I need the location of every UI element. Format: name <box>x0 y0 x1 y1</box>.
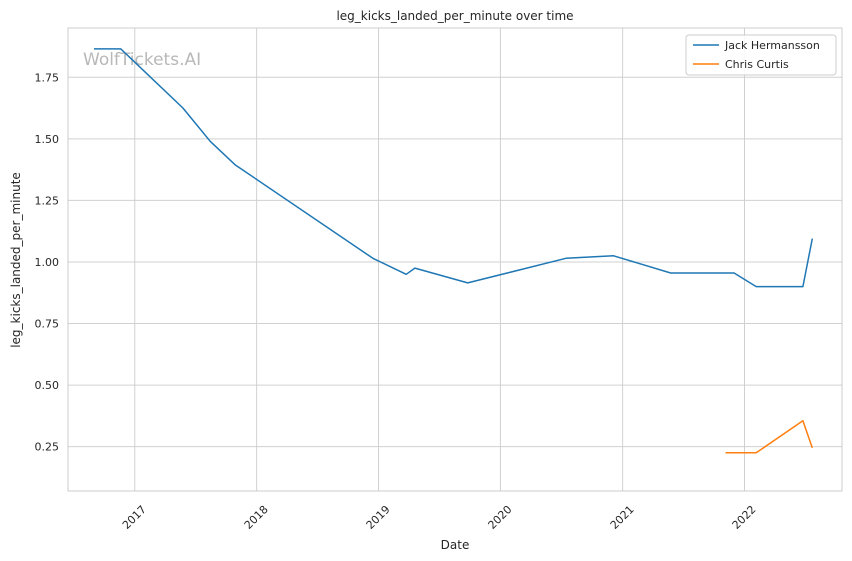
legend-label-chris-curtis: Chris Curtis <box>725 58 789 71</box>
y-tick-label: 0.75 <box>35 318 60 331</box>
y-tick-label: 0.50 <box>35 379 60 392</box>
grid-lines <box>68 28 842 491</box>
series-lines <box>94 48 814 454</box>
legend-label-jack-hermansson: Jack Hermansson <box>724 39 820 52</box>
x-tick-label: 2022 <box>730 503 759 532</box>
y-axis-label: leg_kicks_landed_per_minute <box>9 172 23 348</box>
x-tick-label: 2019 <box>364 503 393 532</box>
legend: Jack Hermansson Chris Curtis <box>685 34 837 76</box>
y-tick-label: 1.00 <box>35 256 60 269</box>
series-line-chris-curtis <box>725 420 814 454</box>
plot-frame <box>67 27 843 492</box>
y-tick-label: 1.75 <box>35 71 60 84</box>
x-tick-label: 2020 <box>486 503 515 532</box>
x-tick-label: 2021 <box>608 503 637 532</box>
x-tick-label: 2017 <box>120 503 149 532</box>
x-tick-label: 2018 <box>242 503 271 532</box>
y-tick-label: 0.25 <box>35 441 60 454</box>
x-axis-label: Date <box>441 538 470 552</box>
y-tick-label: 1.50 <box>35 133 60 146</box>
chart-title: leg_kicks_landed_per_minute over time <box>336 9 573 23</box>
tick-labels: 2017 2018 2019 2020 2021 2022 0.25 0.50 0.75 1.00… <box>35 71 759 532</box>
legend-box <box>685 34 837 76</box>
series-line-jack-hermansson <box>94 48 814 288</box>
y-tick-label: 1.25 <box>35 194 60 207</box>
watermark-text: WolfTickets.AI <box>83 50 201 70</box>
